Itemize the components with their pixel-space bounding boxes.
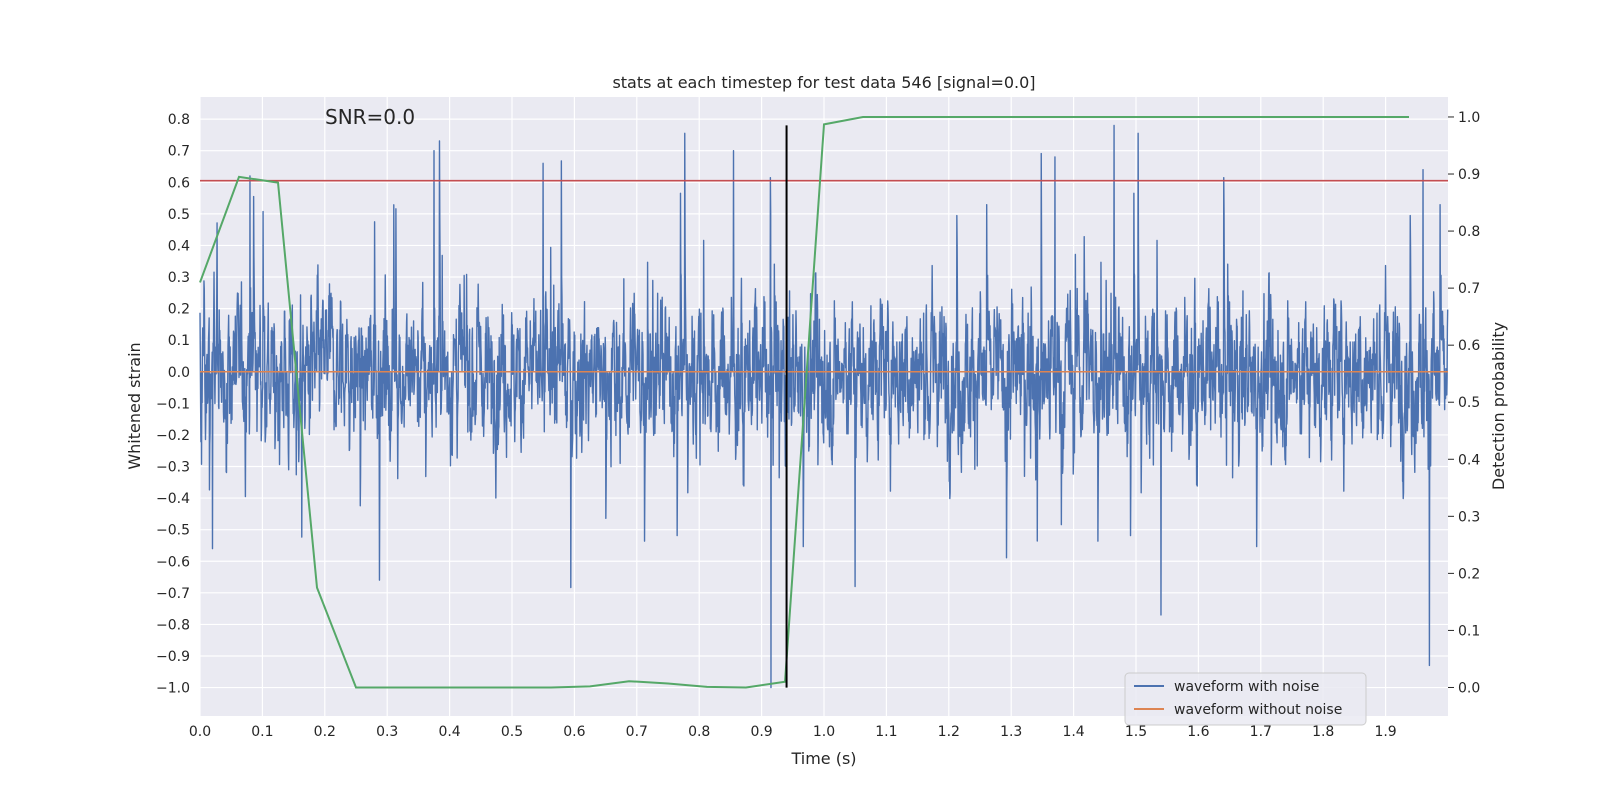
y-tick-label: −0.4 xyxy=(156,491,190,507)
y2-tick-label: 0.1 xyxy=(1458,623,1480,639)
y-tick-label: −0.2 xyxy=(156,428,190,444)
waveform-with-noise-line xyxy=(199,124,1449,689)
x-tick-label: 1.9 xyxy=(1374,724,1396,740)
y2-tick-label: 0.4 xyxy=(1458,452,1480,468)
y-tick-label: 0.5 xyxy=(168,207,190,223)
y2-tick-label: 0.0 xyxy=(1458,680,1480,696)
x-tick-label: 0.9 xyxy=(750,724,772,740)
y2-tick-label: 0.8 xyxy=(1458,224,1480,240)
y-tick-label: −0.3 xyxy=(156,460,190,476)
y-tick-label: −0.5 xyxy=(156,523,190,539)
x-tick-label: 0.8 xyxy=(688,724,710,740)
x-tick-label: 0.2 xyxy=(314,724,336,740)
x-tick-label: 0.6 xyxy=(563,724,585,740)
x-tick-label: 1.5 xyxy=(1125,724,1147,740)
y2-tick-label: 0.2 xyxy=(1458,566,1480,582)
y2-tick-label: 0.7 xyxy=(1458,281,1480,297)
snr-annotation: SNR=0.0 xyxy=(325,105,415,129)
y-axis-title: Whitened strain xyxy=(125,342,144,469)
y-tick-label: −0.8 xyxy=(156,617,190,633)
x-tick-label: 0.1 xyxy=(251,724,273,740)
legend-label-waveform-with-noise: waveform with noise xyxy=(1174,679,1319,695)
y-tick-label: −0.1 xyxy=(156,396,190,412)
x-tick-label: 1.8 xyxy=(1312,724,1334,740)
detection-probability-line xyxy=(199,115,1409,689)
chart-title: stats at each timestep for test data 546… xyxy=(612,73,1035,92)
x-tick-label: 1.1 xyxy=(875,724,897,740)
y-tick-label: −0.6 xyxy=(156,554,190,570)
y-tick-label: 0.3 xyxy=(168,270,190,286)
x-tick-label: 1.4 xyxy=(1062,724,1084,740)
y2-tick-label: 0.6 xyxy=(1458,338,1480,354)
y2-axis-ticks: 1.0 0.9 0.8 0.7 0.6 0.5 0.4 0.3 0.2 0.1 0.0 xyxy=(1448,110,1480,696)
y-tick-label: 0.2 xyxy=(168,302,190,318)
x-tick-label: 0.7 xyxy=(626,724,648,740)
x-tick-label: 1.3 xyxy=(1000,724,1022,740)
y2-axis-title: Detection probability xyxy=(1489,322,1508,490)
y-tick-label: 0.0 xyxy=(168,365,190,381)
y2-tick-label: 1.0 xyxy=(1458,110,1480,126)
y-axis-ticks: 0.8 0.7 0.6 0.5 0.4 0.3 0.2 0.1 0.0 −0.1 −0.2 −0.3 −… xyxy=(156,112,190,696)
series-detection-probability xyxy=(199,115,1409,689)
x-axis-title: Time (s) xyxy=(790,749,856,768)
x-tick-label: 0.3 xyxy=(376,724,398,740)
y2-tick-label: 0.5 xyxy=(1458,395,1480,411)
y-tick-label: 0.1 xyxy=(168,333,190,349)
x-tick-label: 0.5 xyxy=(501,724,523,740)
legend-box xyxy=(1124,672,1367,726)
y-tick-label: −1.0 xyxy=(156,681,190,697)
y-tick-label: 0.6 xyxy=(168,175,190,191)
x-axis-ticks: 0.0 0.1 0.2 0.3 0.4 0.5 0.6 0.7 0.8 0.9 1.0 1.1 1.2 1… xyxy=(189,724,1397,740)
x-tick-label: 1.7 xyxy=(1250,724,1272,740)
series-waveform-with-noise xyxy=(199,124,1449,689)
y-tick-label: 0.4 xyxy=(168,238,190,254)
x-tick-label: 0.0 xyxy=(189,724,211,740)
x-tick-label: 0.4 xyxy=(438,724,460,740)
x-tick-label: 1.2 xyxy=(938,724,960,740)
y-tick-label: 0.7 xyxy=(168,144,190,160)
x-tick-label: 1.0 xyxy=(813,724,835,740)
y2-tick-label: 0.9 xyxy=(1458,167,1480,183)
y2-tick-label: 0.3 xyxy=(1458,509,1480,525)
y-tick-label: 0.8 xyxy=(168,112,190,128)
legend-label-waveform-without-noise: waveform without noise xyxy=(1174,702,1342,718)
x-tick-label: 1.6 xyxy=(1187,724,1209,740)
y-tick-label: −0.7 xyxy=(156,586,190,602)
legend: waveform with noise waveform without noi… xyxy=(1124,672,1367,726)
y-tick-label: −0.9 xyxy=(156,649,190,665)
